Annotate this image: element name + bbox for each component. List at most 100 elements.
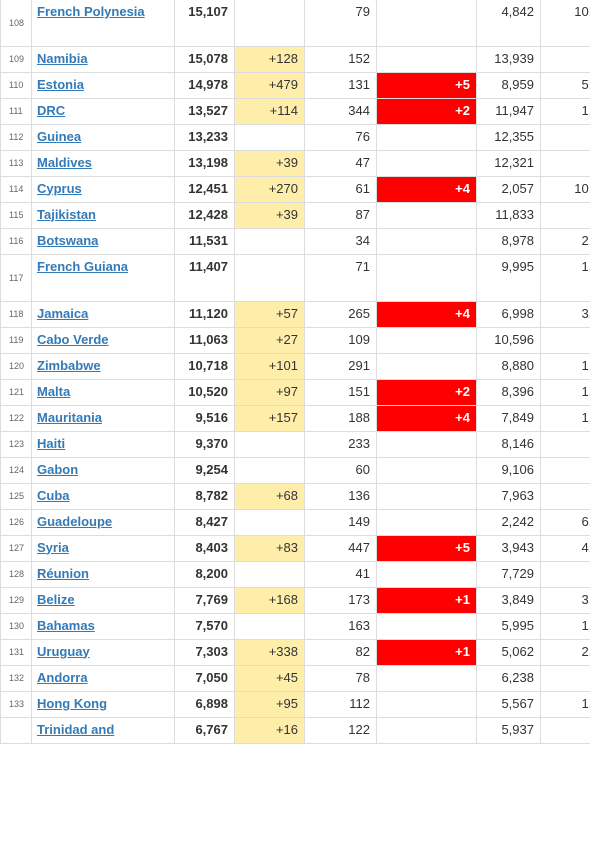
total-deaths-cell: 152 bbox=[304, 45, 377, 73]
country-cell: Cabo Verde bbox=[31, 326, 175, 354]
total-deaths-cell: 78 bbox=[304, 664, 377, 692]
rank-cell: 109 bbox=[0, 45, 32, 73]
rank-cell: 115 bbox=[0, 201, 32, 229]
rank-cell: 128 bbox=[0, 560, 32, 588]
new-cases-cell: +95 bbox=[234, 690, 305, 718]
country-link[interactable]: Namibia bbox=[37, 50, 88, 66]
total-recovered-cell: 8,978 bbox=[476, 227, 541, 255]
country-link[interactable]: French Polynesia bbox=[37, 4, 145, 19]
country-link[interactable]: Guadeloupe bbox=[37, 513, 113, 529]
country-link[interactable]: Maldives bbox=[37, 154, 92, 170]
new-cases-cell: +16 bbox=[234, 716, 305, 744]
new-cases-cell bbox=[234, 612, 305, 640]
rank-cell: 123 bbox=[0, 430, 32, 458]
country-link[interactable]: Botswana bbox=[37, 232, 99, 248]
rank-cell: 131 bbox=[0, 638, 32, 666]
country-link[interactable]: Belize bbox=[37, 591, 75, 607]
total-deaths-cell: 34 bbox=[304, 227, 377, 255]
country-link[interactable]: Cabo Verde bbox=[37, 331, 109, 347]
total-deaths-cell: 265 bbox=[304, 300, 377, 328]
new-deaths-cell bbox=[376, 456, 477, 484]
active-cases-cell: 2,519 bbox=[540, 227, 590, 255]
new-deaths-cell: +2 bbox=[376, 97, 477, 125]
total-recovered-cell: 3,849 bbox=[476, 586, 541, 614]
total-deaths-cell: 47 bbox=[304, 149, 377, 177]
total-deaths-cell: 109 bbox=[304, 326, 377, 354]
new-cases-cell: +45 bbox=[234, 664, 305, 692]
total-deaths-cell: 291 bbox=[304, 352, 377, 380]
country-link[interactable]: Uruguay bbox=[37, 643, 90, 659]
country-cell: Andorra bbox=[31, 664, 175, 692]
active-cases-cell: 1,547 bbox=[540, 352, 590, 380]
country-link[interactable]: Guinea bbox=[37, 128, 82, 144]
country-link[interactable]: Zimbabwe bbox=[37, 357, 101, 373]
country-cell: French Polynesia bbox=[31, 0, 175, 47]
total-recovered-cell: 5,937 bbox=[476, 716, 541, 744]
total-recovered-cell: 10,596 bbox=[476, 326, 541, 354]
total-deaths-cell: 79 bbox=[304, 0, 377, 47]
country-link[interactable]: Malta bbox=[37, 383, 71, 399]
country-link[interactable]: Hong Kong bbox=[37, 695, 108, 711]
new-deaths-cell bbox=[376, 0, 477, 47]
country-link[interactable]: Réunion bbox=[37, 565, 89, 581]
country-cell: Belize bbox=[31, 586, 175, 614]
new-cases-cell: +157 bbox=[234, 404, 305, 432]
new-cases-cell: +168 bbox=[234, 586, 305, 614]
new-deaths-cell: +4 bbox=[376, 175, 477, 203]
country-link[interactable]: Jamaica bbox=[37, 305, 89, 321]
new-deaths-cell bbox=[376, 352, 477, 380]
new-cases-cell bbox=[234, 227, 305, 255]
country-link[interactable]: Cuba bbox=[37, 487, 70, 503]
new-cases-cell bbox=[234, 508, 305, 536]
total-cases-cell: 8,200 bbox=[174, 560, 235, 588]
rank-cell: 117 bbox=[0, 253, 32, 302]
active-cases-cell: 802 bbox=[540, 123, 590, 151]
active-cases-cell: 6,036 bbox=[540, 508, 590, 536]
new-deaths-cell bbox=[376, 45, 477, 73]
country-cell: French Guiana bbox=[31, 253, 175, 302]
country-link[interactable]: Estonia bbox=[37, 76, 84, 92]
page-scrollbar-gutter[interactable] bbox=[590, 0, 608, 865]
total-deaths-cell: 122 bbox=[304, 716, 377, 744]
total-cases-cell: 13,527 bbox=[174, 97, 235, 125]
new-cases-cell: +479 bbox=[234, 71, 305, 99]
new-cases-cell: +338 bbox=[234, 638, 305, 666]
total-deaths-cell: 76 bbox=[304, 123, 377, 151]
country-link[interactable]: Tajikistan bbox=[37, 206, 97, 222]
country-link[interactable]: Bahamas bbox=[37, 617, 95, 633]
country-link[interactable]: DRC bbox=[37, 102, 66, 118]
total-cases-cell: 11,531 bbox=[174, 227, 235, 255]
active-cases-cell: 987 bbox=[540, 45, 590, 73]
country-link[interactable]: Cyprus bbox=[37, 180, 82, 196]
total-cases-cell: 9,516 bbox=[174, 404, 235, 432]
total-cases-cell: 9,254 bbox=[174, 456, 235, 484]
country-link[interactable]: Syria bbox=[37, 539, 69, 555]
country-cell: Estonia bbox=[31, 71, 175, 99]
rank-cell: 119 bbox=[0, 326, 32, 354]
country-link[interactable]: Gabon bbox=[37, 461, 79, 477]
total-cases-cell: 6,767 bbox=[174, 716, 235, 744]
country-link[interactable]: French Guiana bbox=[37, 258, 129, 274]
country-link[interactable]: Mauritania bbox=[37, 409, 103, 425]
total-recovered-cell: 6,998 bbox=[476, 300, 541, 328]
total-deaths-cell: 82 bbox=[304, 638, 377, 666]
new-cases-cell: +128 bbox=[234, 45, 305, 73]
rank-cell: 133 bbox=[0, 690, 32, 718]
active-cases-cell: 2,159 bbox=[540, 638, 590, 666]
new-cases-cell: +101 bbox=[234, 352, 305, 380]
total-cases-cell: 13,233 bbox=[174, 123, 235, 151]
country-link[interactable]: Trinidad and bbox=[37, 721, 115, 737]
country-link[interactable]: Haiti bbox=[37, 435, 66, 451]
total-recovered-cell: 8,959 bbox=[476, 71, 541, 99]
total-recovered-cell: 2,057 bbox=[476, 175, 541, 203]
country-link[interactable]: Andorra bbox=[37, 669, 88, 685]
total-deaths-cell: 131 bbox=[304, 71, 377, 99]
total-deaths-cell: 87 bbox=[304, 201, 377, 229]
